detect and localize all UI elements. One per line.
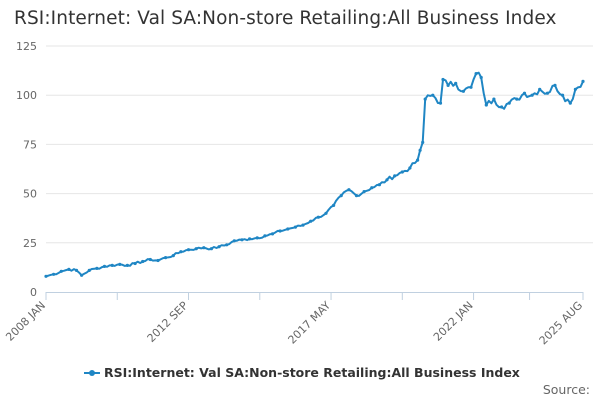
data-point[interactable] xyxy=(186,248,191,252)
data-point[interactable] xyxy=(530,93,534,97)
data-point[interactable] xyxy=(393,174,397,178)
data-point[interactable] xyxy=(87,268,91,272)
data-point[interactable] xyxy=(416,158,420,162)
data-point[interactable] xyxy=(515,97,519,101)
data-point[interactable] xyxy=(194,247,198,251)
data-point[interactable] xyxy=(438,101,443,105)
data-point[interactable] xyxy=(102,264,107,268)
data-point[interactable] xyxy=(202,246,206,250)
data-point[interactable] xyxy=(339,194,343,198)
data-point[interactable] xyxy=(332,203,336,207)
data-point[interactable] xyxy=(561,93,565,97)
data-point[interactable] xyxy=(133,261,137,266)
data-point[interactable] xyxy=(141,259,145,264)
data-point[interactable] xyxy=(492,97,496,101)
data-point[interactable] xyxy=(538,87,542,91)
data-point[interactable] xyxy=(225,243,229,247)
data-point[interactable] xyxy=(217,245,221,249)
data-point[interactable] xyxy=(293,225,297,229)
data-point[interactable] xyxy=(454,81,458,85)
x-tick-label: 2017 MAY xyxy=(286,299,334,347)
data-point[interactable] xyxy=(118,262,122,266)
x-tick-labels: 2008 JAN 2012 SEP 2017 MAY 2022 JAN 2025 AUG xyxy=(3,299,585,348)
data-point[interactable] xyxy=(377,183,381,187)
data-point[interactable] xyxy=(507,101,511,105)
x-tick-label: 2025 AUG xyxy=(537,299,586,348)
data-point[interactable] xyxy=(423,97,427,101)
data-point[interactable] xyxy=(179,250,183,254)
data-point[interactable] xyxy=(255,236,259,240)
legend-item-label[interactable]: RSI:Internet: Val SA:Non-store Retailing… xyxy=(104,365,520,380)
data-point[interactable] xyxy=(171,254,175,258)
data-point[interactable] xyxy=(59,269,63,273)
data-point[interactable] xyxy=(500,105,504,109)
data-point[interactable] xyxy=(125,263,129,267)
data-point[interactable] xyxy=(484,103,488,107)
data-point[interactable] xyxy=(95,266,99,270)
data-point[interactable] xyxy=(44,274,48,278)
data-point[interactable] xyxy=(67,267,71,271)
data-point[interactable] xyxy=(156,258,160,263)
data-point[interactable] xyxy=(301,223,305,227)
y-tick-label: 0 xyxy=(30,286,37,299)
data-point[interactable] xyxy=(324,211,328,215)
series-line[interactable] xyxy=(45,71,584,278)
data-point[interactable] xyxy=(408,166,412,170)
x-tick-label: 2022 JAN xyxy=(431,299,476,344)
legend[interactable]: RSI:Internet: Val SA:Non-store Retailing… xyxy=(84,365,520,380)
data-point[interactable] xyxy=(474,72,478,76)
data-point[interactable] xyxy=(148,257,152,262)
data-point[interactable] xyxy=(164,256,168,260)
data-point[interactable] xyxy=(400,170,404,174)
data-point[interactable] xyxy=(248,237,252,241)
data-point[interactable] xyxy=(421,140,425,144)
y-tick-label: 75 xyxy=(23,138,37,151)
data-point[interactable] xyxy=(232,239,236,243)
axes xyxy=(45,292,584,300)
chart-title: RSI:Internet: Val SA:Non-store Retailing… xyxy=(14,8,557,29)
data-point[interactable] xyxy=(309,219,313,223)
data-point[interactable] xyxy=(278,229,282,233)
legend-dot-marker xyxy=(89,370,95,376)
data-point[interactable] xyxy=(316,215,320,219)
data-point[interactable] xyxy=(581,79,585,83)
data-point[interactable] xyxy=(370,186,374,190)
data-point[interactable] xyxy=(354,194,359,198)
data-point[interactable] xyxy=(418,148,422,152)
data-point[interactable] xyxy=(431,93,435,97)
data-point[interactable] xyxy=(263,234,267,238)
data-point[interactable] xyxy=(469,85,473,89)
data-point[interactable] xyxy=(568,101,572,105)
data-point[interactable] xyxy=(461,89,465,93)
y-tick-labels: 0 25 50 75 100 125 xyxy=(16,40,37,299)
data-point[interactable] xyxy=(385,178,389,182)
data-point[interactable] xyxy=(240,238,244,242)
data-point[interactable] xyxy=(80,273,84,277)
y-tick-label: 25 xyxy=(23,237,37,250)
y-tick-label: 125 xyxy=(16,40,37,53)
data-point[interactable] xyxy=(286,227,290,231)
data-point[interactable] xyxy=(362,190,366,194)
series-layer xyxy=(44,71,585,278)
data-point[interactable] xyxy=(573,87,578,91)
data-point[interactable] xyxy=(347,188,351,192)
data-point[interactable] xyxy=(74,268,79,272)
x-tick-label: 2008 JAN xyxy=(3,299,48,344)
data-point[interactable] xyxy=(209,247,213,251)
data-point[interactable] xyxy=(270,232,275,236)
data-point[interactable] xyxy=(52,272,56,276)
data-point[interactable] xyxy=(110,263,114,267)
data-point[interactable] xyxy=(479,75,483,80)
data-point[interactable] xyxy=(545,91,550,95)
grid-lines xyxy=(46,45,593,244)
source-credit[interactable]: Source: xyxy=(543,382,590,397)
data-point[interactable] xyxy=(441,77,445,82)
y-tick-label: 100 xyxy=(16,89,37,102)
data-point[interactable] xyxy=(553,83,557,87)
x-tick-label: 2012 SEP xyxy=(145,299,191,345)
data-point[interactable] xyxy=(522,91,527,95)
y-tick-label: 50 xyxy=(23,188,37,201)
data-point[interactable] xyxy=(446,83,450,87)
